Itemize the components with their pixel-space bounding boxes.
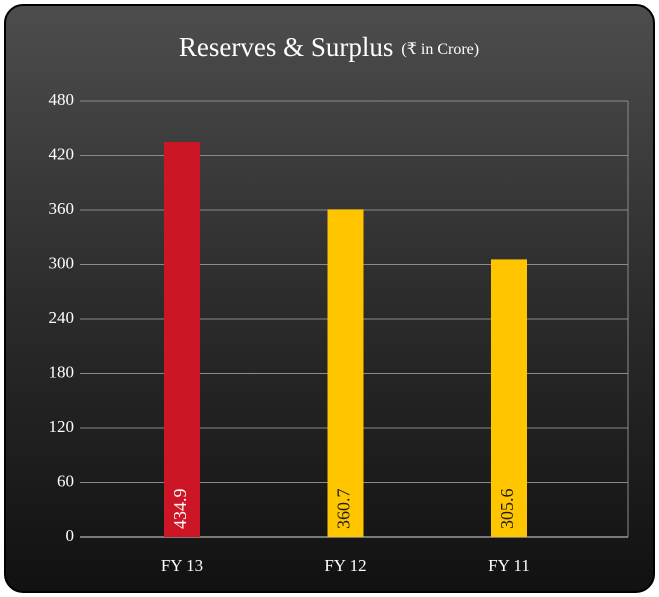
y-tick-label: 480 (49, 90, 75, 109)
bar (164, 141, 200, 538)
bar (491, 259, 527, 537)
value-label: 360.7 (334, 489, 354, 530)
bar (327, 209, 364, 537)
value-label: 305.6 (497, 489, 517, 530)
value-label: 434.9 (170, 489, 190, 530)
chart-title-group: Reserves & Surplus (₹ in Crore) (179, 32, 479, 62)
y-tick-label: 0 (66, 526, 75, 545)
x-tick-label: FY 11 (488, 556, 530, 575)
chart-subtitle: (₹ in Crore) (401, 41, 479, 58)
y-tick-label: 240 (49, 308, 75, 327)
y-tick-label: 360 (49, 199, 75, 218)
chart-title: Reserves & Surplus (179, 32, 393, 62)
y-tick-label: 180 (49, 362, 75, 381)
x-tick-label: FY 12 (324, 556, 366, 575)
y-tick-label: 60 (57, 471, 74, 490)
y-tick-label: 120 (49, 417, 75, 436)
x-tick-label: FY 13 (161, 556, 203, 575)
y-tick-label: 300 (49, 253, 75, 272)
y-tick-label: 420 (49, 144, 75, 163)
